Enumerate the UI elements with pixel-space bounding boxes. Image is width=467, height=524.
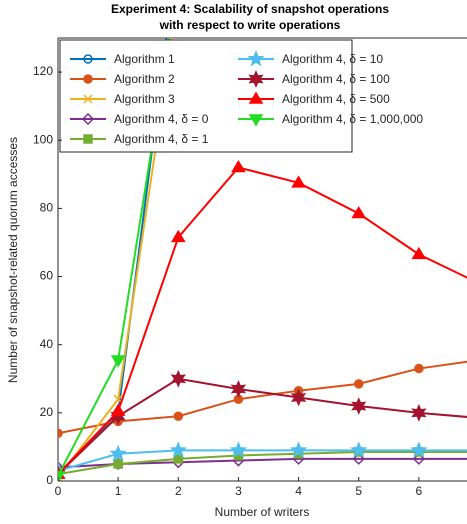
data-marker [229,441,248,458]
data-marker [233,394,244,404]
series-line [58,451,467,476]
data-marker [351,397,367,415]
y-tick-label: 0 [46,473,53,487]
legend-label: Algorithm 4, δ = 500 [282,92,390,106]
y-tick-label: 40 [40,337,54,351]
data-marker [411,403,427,422]
series-line [58,377,467,475]
legend-label: Algorithm 2 [114,72,175,86]
data-marker [109,444,127,462]
data-marker [170,369,186,388]
data-marker [110,355,126,368]
data-marker [170,229,186,243]
data-marker [353,379,364,389]
legend: Algorithm 1 Algorithm 2 Algorithm 3 Algorit… [59,39,423,153]
x-tick-label: 1 [115,484,122,498]
x-tick-label: 3 [235,484,242,498]
y-tick-label: 120 [33,64,53,78]
legend-marker [248,70,264,88]
data-marker [58,428,63,439]
legend-label: Algorithm 4, δ = 1 [114,132,209,146]
legend-label: Algorithm 4, δ = 0 [114,112,209,126]
y-tick-label: 60 [40,269,54,283]
data-marker [411,246,427,260]
legend-marker [247,49,265,67]
y-tick-label: 20 [40,405,54,419]
legend-marker [81,112,95,126]
data-marker [110,403,126,416]
legend-box [59,39,353,153]
legend-marker [83,94,93,104]
x-axis-label: Number of writers [215,505,310,519]
x-tick-label: 5 [355,484,362,498]
series-line [58,166,467,475]
data-marker [410,441,428,458]
x-tick-label: 2 [175,484,182,498]
data-marker [173,411,184,421]
y-tick-label: 80 [40,201,54,215]
data-marker [230,380,247,398]
x-tick-label: 0 [55,484,62,498]
legend-label: Algorithm 4, δ = 100 [282,72,390,86]
data-marker [290,388,307,407]
y-axis-label: Number of snapshot-related quorum access… [6,137,20,383]
series-line [58,360,467,435]
data-marker [174,0,182,1]
data-marker [291,175,306,188]
legend-label: Algorithm 4, δ = 1,000,000 [282,112,423,126]
data-marker [110,407,126,426]
data-marker [289,441,308,458]
legend-label: Algorithm 1 [114,52,175,66]
legend-label: Algorithm 3 [114,92,175,106]
chart-title: with respect to write operations [159,18,341,32]
data-marker [412,452,425,465]
data-marker [231,160,246,173]
legend-marker [83,74,93,84]
y-tick-label: 100 [33,132,53,146]
data-marker [173,454,184,464]
x-tick-label: 6 [416,484,423,498]
legend-marker [83,54,93,64]
data-marker [352,452,365,465]
legend-marker [83,134,93,144]
data-marker [351,206,367,219]
legend-marker [248,114,264,127]
legend-marker [248,91,264,104]
data-marker [414,363,424,374]
data-marker [58,471,66,481]
data-marker [350,441,368,458]
data-marker [169,441,187,458]
chart-title: Experiment 4: Scalability of snapshot op… [111,2,389,16]
series-line [58,449,467,472]
legend-label: Algorithm 4, δ = 10 [282,52,383,66]
x-tick-label: 4 [295,484,302,498]
data-marker [58,461,65,474]
data-marker [113,459,123,469]
